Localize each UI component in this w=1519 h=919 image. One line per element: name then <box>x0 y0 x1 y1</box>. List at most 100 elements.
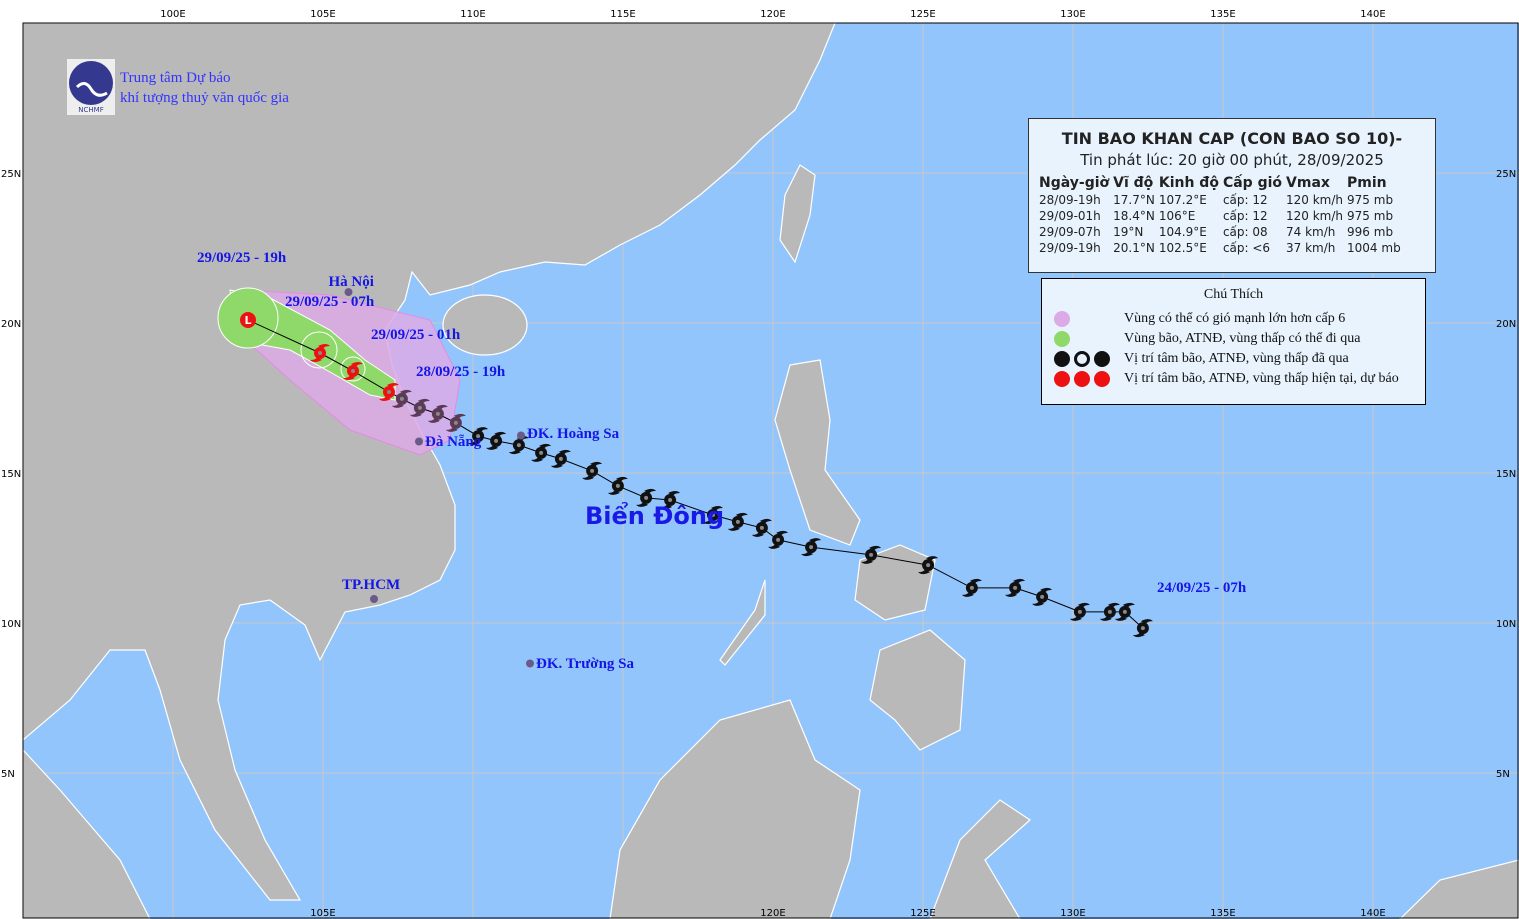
new-guinea <box>1399 859 1519 919</box>
past-storm-icon <box>1054 351 1070 367</box>
bulletin-issued: Tin phát lúc: 20 giờ 00 phút, 28/09/2025 <box>1080 151 1384 169</box>
city-marker <box>344 288 353 297</box>
city-marker <box>370 595 378 603</box>
past-storm-icon <box>636 488 657 507</box>
cell-lon: 107.2°E <box>1158 193 1207 207</box>
lon-tick-label-bottom: 120E <box>760 908 785 919</box>
lat-tick-label: 10N <box>1 619 21 630</box>
col-header: Vĩ độ <box>1113 175 1154 191</box>
past-storm-icon <box>918 556 939 575</box>
city-marker <box>526 659 534 668</box>
cell-lat: 20.1°N <box>1113 241 1155 255</box>
storm-zone-swatch <box>1054 331 1070 347</box>
lon-tick-label: 110E <box>460 9 485 20</box>
cell-pmin: 996 mb <box>1347 225 1394 239</box>
organization-name: Trung tâm Dự báo khí tượng thuỷ văn quốc… <box>120 68 289 108</box>
lon-tick-label: 105E <box>310 9 335 20</box>
past-storm-icon <box>391 389 412 408</box>
cell-lat: 18.4°N <box>1113 209 1155 223</box>
hainan <box>442 294 528 356</box>
lon-tick-label: 115E <box>610 9 635 20</box>
time-label: 28/09/25 - 19h <box>416 364 506 380</box>
place-label: Hà Nội <box>328 274 374 291</box>
cell-wind: cấp: 12 <box>1222 209 1268 223</box>
lon-tick-label: 140E <box>1360 9 1385 20</box>
luzon <box>774 359 861 546</box>
past-storm-icon <box>508 436 529 455</box>
forecast-low-icon: L <box>240 312 256 328</box>
past-storm-icon <box>1099 602 1120 621</box>
past-storm-icon <box>861 545 882 564</box>
past-storm-icon <box>801 538 822 557</box>
past-low-icon <box>1094 351 1110 367</box>
sea-label: Biển Đông <box>585 502 725 530</box>
wind-zone-swatch <box>1054 311 1070 327</box>
lon-tick-label: 120E <box>760 9 785 20</box>
table-row: 28/09-19h 17.7°N 107.2°E cấp: 12 120 km/h 975… <box>1039 193 1405 209</box>
table-row: 29/09-01h 18.4°N 106°E cấp: 12 120 km/h 975 m… <box>1039 209 1405 225</box>
cell-time: 28/09-19h <box>1039 193 1101 207</box>
table-row: 29/09-07h 19°N 104.9°E cấp: 08 74 km/h 996 mb <box>1039 225 1405 241</box>
cell-lon: 104.9°E <box>1158 225 1207 239</box>
visayas <box>854 544 936 621</box>
past-storm-icon <box>468 427 489 446</box>
forecast-table: Ngày-giờ Vĩ độ Kinh độ Cấp gió Vmax Pmin… <box>1039 175 1405 257</box>
cell-vmax: 120 km/h <box>1286 193 1344 207</box>
city-marker <box>517 431 525 440</box>
storm-track: L <box>240 288 1153 668</box>
past-storm-icon <box>660 491 681 509</box>
current-low-icon <box>1094 371 1110 387</box>
legend-panel: Chú Thích Vùng có thể có gió mạnh lớn hơ… <box>1041 278 1426 405</box>
lon-tick-label-bottom: 105E <box>310 908 335 919</box>
uncertainty-circle <box>300 331 338 369</box>
cell-pmin: 975 mb <box>1347 209 1394 223</box>
past-storm-icon <box>1069 602 1090 621</box>
past-storm-icon <box>768 530 789 549</box>
legend-item: Vùng có thể có gió mạnh lớn hơn cấp 6 <box>1124 311 1346 326</box>
bulletin-panel: TIN BAO KHAN CAP (CON BAO SO 10)- Tin ph… <box>1028 118 1436 273</box>
cell-lat: 19°N <box>1113 225 1144 239</box>
cell-lon: 106°E <box>1158 209 1196 223</box>
time-label: 29/09/25 - 01h <box>371 327 461 343</box>
col-header: Kinh độ <box>1158 175 1219 191</box>
past-storm-icon <box>409 398 430 417</box>
cell-time: 29/09-07h <box>1039 225 1101 239</box>
cell-time: 29/09-01h <box>1039 209 1101 223</box>
past-storm-icon <box>427 404 448 423</box>
uncertainty-circle <box>340 356 366 382</box>
cell-vmax: 120 km/h <box>1286 209 1344 223</box>
axes: 100E 105E 110E 115E 120E 125E 130E 135E 140E 105E… <box>1 9 1519 919</box>
lat-tick-label: 20N <box>1 319 21 330</box>
col-header: Vmax <box>1286 175 1330 191</box>
table-row: 29/09-19h 20.1°N 102.5°E cấp: <6 37 km/h 1004… <box>1039 241 1405 257</box>
lat-tick-label: 15N <box>1 469 21 480</box>
mainland-asia <box>22 22 836 901</box>
sulawesi <box>929 799 1031 919</box>
map-frame <box>22 22 1519 919</box>
past-storm-icon <box>751 518 772 537</box>
lon-tick-label: 125E <box>910 9 935 20</box>
org-line1: Trung tâm Dự báo <box>120 70 231 86</box>
forecast-storm-icon <box>310 344 330 362</box>
lon-tick-label-bottom: 125E <box>910 908 935 919</box>
past-storm-icon <box>1032 587 1053 606</box>
past-depression-icon <box>1074 351 1090 367</box>
lon-tick-label: 100E <box>160 9 185 20</box>
forecast-storm-icon <box>379 383 399 401</box>
time-label: 29/09/25 - 07h <box>285 294 375 310</box>
lat-tick-label-right: 20N <box>1496 319 1516 330</box>
cell-lon: 102.5°E <box>1158 241 1207 255</box>
lat-tick-label-right: 15N <box>1496 469 1516 480</box>
current-storm-icon <box>1054 371 1070 387</box>
bulletin-title: TIN BAO KHAN CAP (CON BAO SO 10)- <box>1061 129 1403 148</box>
lon-tick-label-bottom: 135E <box>1210 908 1235 919</box>
cell-lat: 17.7°N <box>1113 193 1155 207</box>
legend-item: Vị trí tâm bão, ATNĐ, vùng thấp hiện tại… <box>1124 371 1399 386</box>
city-marker <box>415 437 423 446</box>
lat-tick-label: 25N <box>1 169 21 180</box>
svg-text:NCHMF: NCHMF <box>78 106 103 114</box>
past-storm-icon <box>582 461 603 480</box>
palawan <box>719 579 766 666</box>
cell-time: 29/09-19h <box>1039 241 1101 255</box>
past-storm-icon <box>607 476 628 495</box>
